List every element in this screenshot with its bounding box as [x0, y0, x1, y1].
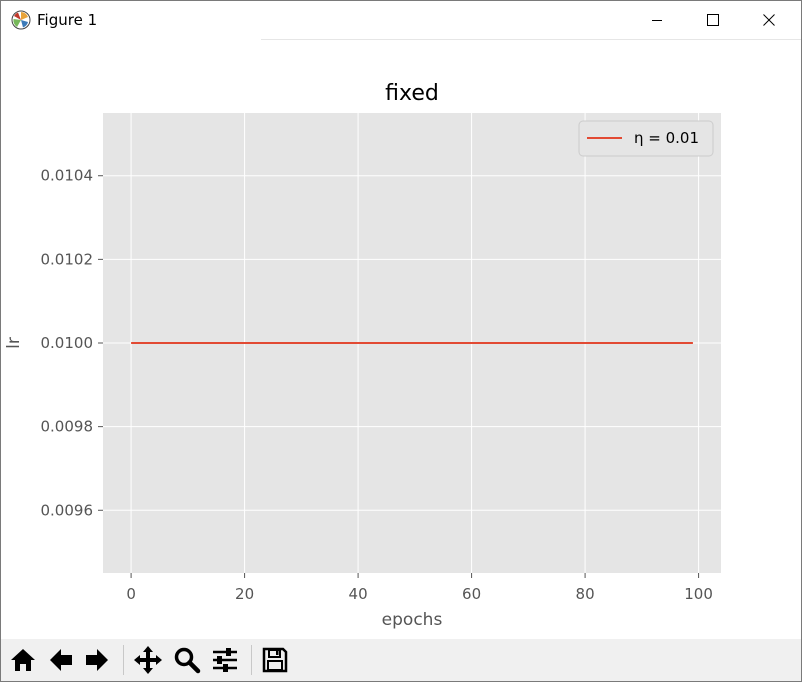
chart: 0 20 40 60 80 100 0.00960.00980.01000.01020.0…: [4, 81, 721, 630]
matplotlib-icon: [11, 10, 31, 30]
save-icon: [262, 647, 288, 673]
figure-canvas[interactable]: 0 20 40 60 80 100 0.0096 0.0098 0.0100 0.0102 0.0…: [1, 41, 801, 639]
pan-icon: [134, 646, 162, 674]
y-axis-ticks: 0.0096 0.0098 0.0100 0.0102 0.0104: [41, 167, 103, 519]
x-axis-label: epochs: [382, 610, 443, 630]
y-tick-label: 0.0098: [41, 418, 94, 436]
maximize-icon: [707, 14, 719, 26]
x-tick-label: 40: [349, 585, 368, 603]
y-axis-label: lr: [4, 337, 24, 349]
x-tick-label: 20: [235, 585, 254, 603]
forward-arrow-icon: [86, 649, 108, 671]
x-tick-label: 100: [684, 585, 713, 603]
home-button[interactable]: [7, 643, 39, 677]
x-tick-label: 80: [576, 585, 595, 603]
y-tick-label: 0.0104: [41, 167, 94, 185]
configure-subplots-icon: [213, 648, 237, 672]
y-tick-label: 0.0100: [41, 334, 94, 352]
configure-subplots-button[interactable]: [209, 643, 241, 677]
y-tick-label: 0.0102: [41, 250, 94, 268]
toolbar-separator: [123, 645, 124, 675]
window-title: Figure 1: [37, 11, 98, 29]
x-tick-label: 0: [126, 585, 136, 603]
home-icon: [11, 649, 35, 671]
back-button[interactable]: [45, 643, 77, 677]
minimize-button[interactable]: [629, 1, 685, 39]
maximize-button[interactable]: [685, 1, 741, 39]
navigation-toolbar: [1, 639, 801, 681]
pan-button[interactable]: [132, 643, 164, 677]
zoom-icon: [174, 647, 201, 674]
save-button[interactable]: [259, 643, 291, 677]
legend-box: [578, 120, 714, 157]
close-button[interactable]: [741, 1, 797, 39]
toolbar-separator: [251, 645, 252, 675]
x-axis-ticks: 0 20 40 60 80 100: [126, 573, 713, 603]
chart-title: fixed: [385, 81, 439, 106]
forward-button[interactable]: [81, 643, 113, 677]
y-tick-label: 0.0096: [41, 501, 94, 519]
title-bar: Figure 1: [1, 1, 801, 39]
minimize-icon: [652, 20, 662, 21]
x-tick-label: 60: [462, 585, 481, 603]
legend: η = 0.01: [578, 120, 714, 157]
title-separator: [261, 39, 801, 40]
close-icon: [763, 14, 775, 26]
zoom-button[interactable]: [171, 643, 203, 677]
back-arrow-icon: [50, 649, 72, 671]
legend-label: η = 0.01: [634, 129, 699, 147]
